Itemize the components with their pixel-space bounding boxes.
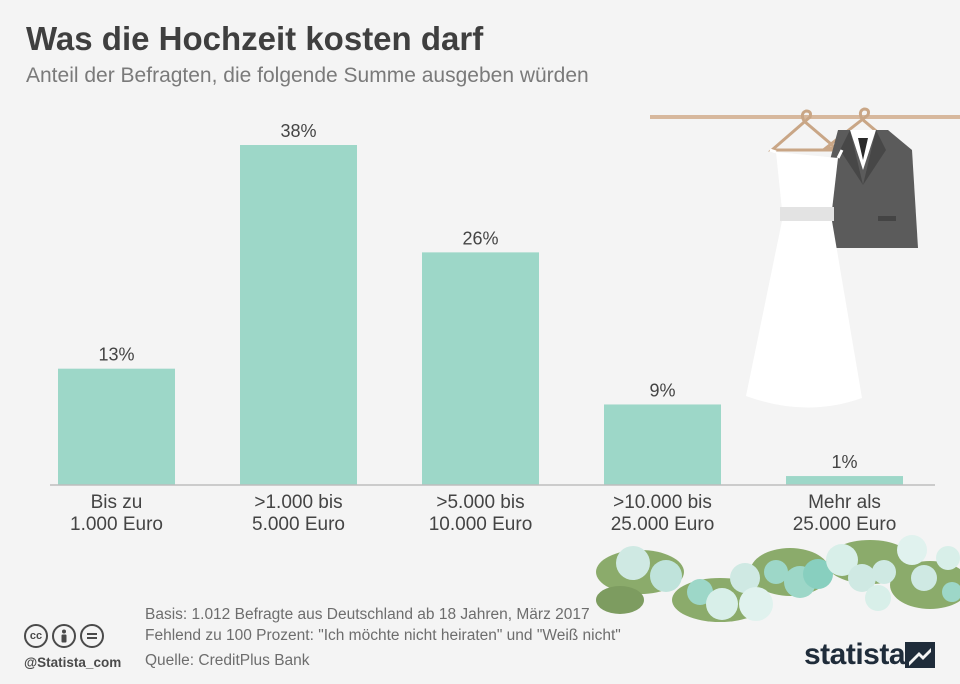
bars-group: [58, 145, 903, 485]
category-label-1-line-1: Bis zu: [91, 492, 143, 513]
value-label-1: 13%: [98, 345, 134, 365]
nd-icon[interactable]: [80, 624, 104, 648]
statista-wordmark[interactable]: statista: [804, 638, 906, 671]
value-label-4: 9%: [649, 380, 675, 400]
category-label-4-line-1: >10.000 bis: [613, 492, 712, 513]
category-label-5-line-2: 25.000 Euro: [793, 514, 897, 535]
by-icon[interactable]: [52, 624, 76, 648]
category-label-3-line-2: 10.000 Euro: [429, 514, 533, 535]
chart-subtitle: Anteil der Befragten, die folgende Summe…: [26, 64, 589, 87]
category-label-5-line-1: Mehr als: [808, 492, 881, 513]
statista-logo-icon[interactable]: [905, 642, 935, 668]
category-label-2-line-1: >1.000 bis: [254, 492, 342, 513]
source-note: Quelle: CreditPlus Bank: [145, 652, 310, 669]
category-label-1-line-2: 1.000 Euro: [70, 514, 163, 535]
value-label-3: 26%: [462, 228, 498, 248]
chart-title: Was die Hochzeit kosten darf: [26, 20, 484, 57]
bar-2[interactable]: [240, 145, 357, 485]
statista-handle[interactable]: @Statista_com: [24, 655, 122, 670]
category-label-3-line-1: >5.000 bis: [436, 492, 524, 513]
bar-5[interactable]: [786, 476, 903, 485]
license-icons: cc: [24, 624, 104, 648]
bar-4[interactable]: [604, 404, 721, 485]
value-label-5: 1%: [831, 452, 857, 472]
footer-notes: Basis: 1.012 Befragte aus Deutschland ab…: [145, 604, 621, 646]
missing-note: Fehlend zu 100 Prozent: "Ich möchte nich…: [145, 627, 621, 644]
value-label-2: 38%: [280, 121, 316, 141]
cc-icon[interactable]: cc: [24, 624, 48, 648]
basis-note: Basis: 1.012 Befragte aus Deutschland ab…: [145, 606, 590, 623]
bar-1[interactable]: [58, 368, 175, 485]
category-label-2-line-2: 5.000 Euro: [252, 514, 345, 535]
bar-3[interactable]: [422, 252, 539, 485]
category-label-4-line-2: 25.000 Euro: [611, 514, 715, 535]
